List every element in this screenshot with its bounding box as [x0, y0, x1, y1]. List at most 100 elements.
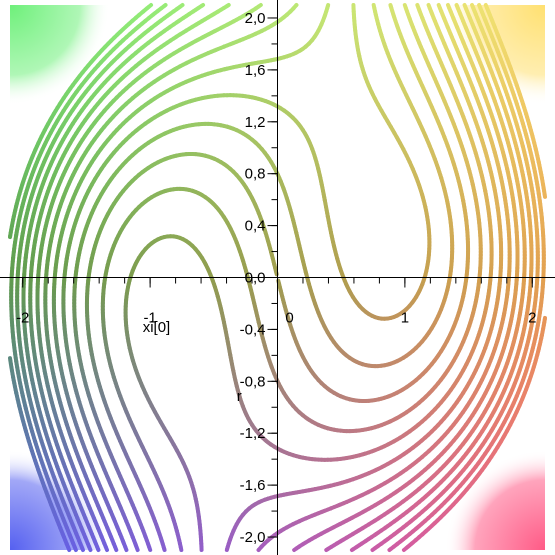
contour-segment — [127, 460, 133, 466]
contour-segment — [206, 267, 211, 274]
contour-segment — [426, 62, 432, 68]
contour-segment — [137, 437, 142, 443]
contour-segment — [357, 361, 365, 367]
contour-segment — [61, 533, 66, 540]
contour-segment — [250, 95, 257, 100]
contour-segment — [228, 226, 233, 232]
contour-segment — [300, 354, 306, 360]
contour-segment — [222, 162, 228, 168]
contour-segment — [215, 206, 221, 213]
contour-segment — [155, 415, 161, 421]
contour-segment — [64, 469, 70, 476]
contour-segment — [133, 543, 139, 549]
contour-segment — [272, 444, 278, 450]
contour-level-0 — [8, 3, 154, 552]
contour-segment — [218, 210, 224, 216]
contour-segment — [177, 235, 185, 242]
contour-segment — [329, 388, 337, 395]
contour-segment — [225, 3, 231, 8]
contour-segment — [209, 200, 216, 206]
contour-segment — [388, 4, 394, 11]
contour-level-4 — [28, 3, 231, 552]
contour-level-5 — [35, 3, 263, 552]
contour-segment — [354, 299, 360, 306]
contour-segment — [335, 344, 341, 351]
contour-segment — [436, 3, 442, 11]
contour-segment — [303, 132, 309, 139]
contour-segment — [108, 482, 114, 488]
contour-level-6 — [43, 3, 299, 552]
contour-segment — [464, 94, 469, 100]
contour-segment — [64, 507, 70, 514]
contour-segment — [177, 454, 183, 460]
contour-segment — [196, 251, 203, 258]
contour-segment — [99, 533, 104, 540]
contour-segment — [357, 303, 362, 309]
contour-segment — [402, 3, 408, 11]
contour-level-7 — [51, 3, 331, 552]
contour-segment — [247, 190, 252, 197]
contour-segment — [420, 126, 425, 133]
contour-segment — [382, 113, 388, 120]
contour-segment — [426, 97, 432, 104]
contour-segment — [86, 524, 92, 530]
contour-segment — [244, 411, 249, 418]
contour-segment — [165, 431, 170, 437]
corner-fill-bottom-right — [445, 450, 545, 550]
contour-segment — [266, 155, 272, 161]
contour-segment — [155, 527, 161, 533]
corner-color-fills — [10, 5, 545, 550]
contour-segment — [360, 307, 366, 312]
contour-segment — [199, 3, 206, 8]
contour-segment — [344, 353, 352, 360]
contour-segment — [89, 488, 95, 495]
contour-segment — [303, 415, 310, 421]
contour-segment — [237, 129, 245, 136]
contour-level-1 — [9, 3, 168, 552]
contour-segment — [338, 347, 344, 354]
contour-segment — [225, 164, 232, 171]
contour-segment — [266, 440, 273, 447]
contour-level-3 — [21, 3, 206, 552]
contour-segment — [140, 444, 145, 450]
contour-segment — [143, 495, 148, 501]
contour-segment — [284, 395, 291, 402]
contour-segment — [162, 3, 168, 9]
contour-segment — [143, 450, 148, 456]
contour-segment — [391, 130, 397, 136]
contour-segment — [413, 174, 419, 181]
contour-segment — [371, 3, 377, 11]
contour-segment — [448, 113, 454, 120]
corner-fill-top-left — [10, 5, 110, 105]
contour-segment — [58, 492, 63, 498]
contour-segment — [432, 46, 438, 52]
contour-segment — [177, 3, 185, 9]
contour-segment — [351, 357, 357, 363]
contour-segment — [335, 392, 343, 399]
contour-segment — [341, 350, 348, 357]
contour-segment — [196, 191, 203, 197]
contour-segment — [121, 539, 126, 546]
contour-segment — [55, 501, 60, 508]
contour-segment — [344, 396, 352, 402]
contour-segment — [269, 101, 276, 107]
contour-segment — [99, 511, 104, 517]
contour-segment — [480, 110, 485, 116]
contour-segment — [247, 135, 255, 142]
contour-segment — [231, 126, 239, 133]
contour-segment — [297, 123, 303, 129]
contour-segment — [162, 491, 167, 498]
contour-segment — [70, 485, 76, 492]
contour-segment — [240, 180, 247, 187]
contour-segment — [276, 278, 282, 286]
contour-level-2 — [15, 3, 185, 552]
contour-segment — [212, 203, 219, 209]
contour-segment — [256, 3, 263, 9]
contour-segment — [181, 460, 186, 466]
contour-segment — [284, 110, 291, 116]
contour-segment — [80, 546, 85, 552]
contour-segment — [184, 239, 190, 245]
contour-segment — [187, 241, 194, 248]
